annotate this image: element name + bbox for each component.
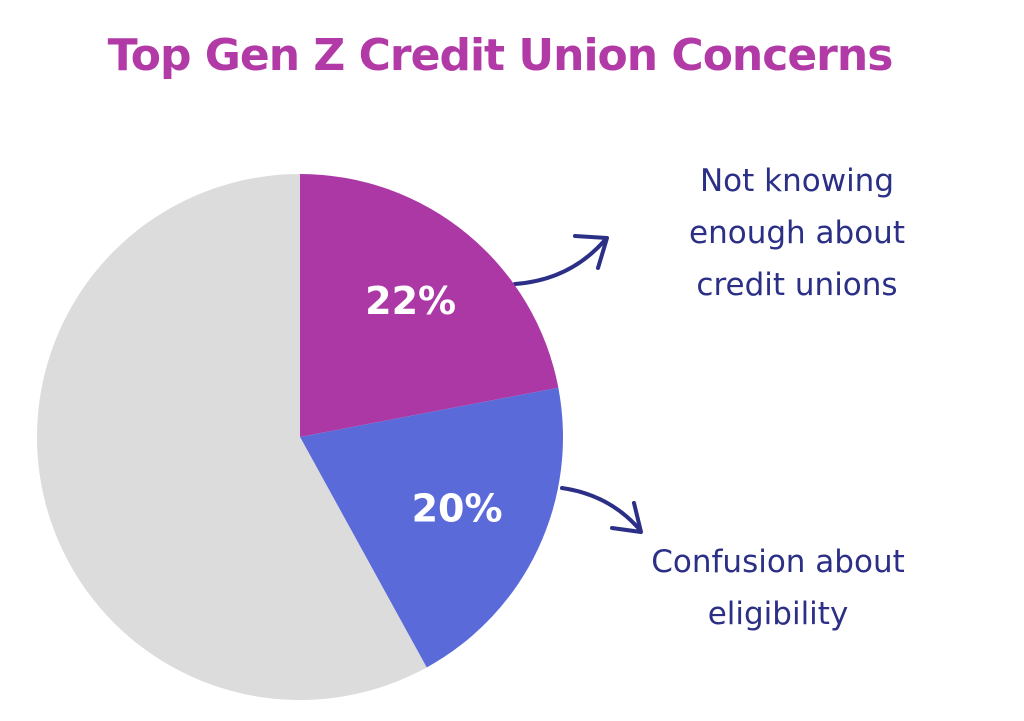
chart-title: Top Gen Z Credit Union Concerns — [107, 30, 894, 81]
arrow-head — [573, 234, 609, 270]
slice-label: Confusion about eligibility — [651, 544, 905, 632]
pie-slice — [300, 387, 563, 668]
arrows — [513, 234, 643, 534]
arrow — [560, 486, 642, 532]
value-label: 20% — [412, 486, 503, 530]
pie-slice — [300, 174, 559, 437]
pie-slice — [36, 174, 427, 700]
value-label: 22% — [365, 279, 456, 323]
slice-label: Not knowing enough about credit unions — [689, 163, 905, 303]
arrow-head — [610, 501, 643, 534]
arrow — [513, 238, 607, 286]
